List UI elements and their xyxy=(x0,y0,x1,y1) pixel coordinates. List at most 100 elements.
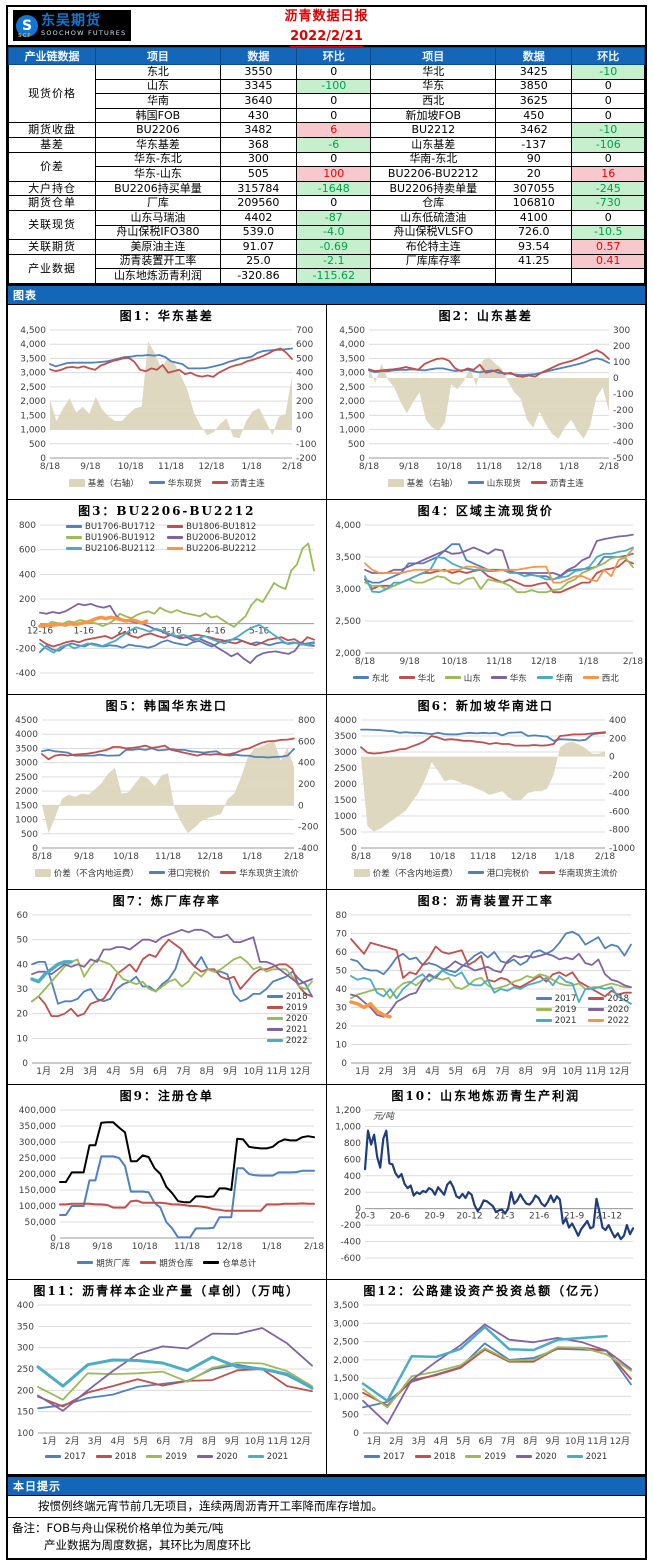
table-row: 期货收盘 BU2206 3482 6 BU2212 3462 -10 xyxy=(7,122,645,138)
table-row: 华南 3640 0 西北 3625 0 xyxy=(9,93,645,109)
item-cell: 美原油主连 xyxy=(95,239,221,255)
item-cell: 布伦特主连 xyxy=(370,239,497,255)
legend-swatch xyxy=(77,1261,94,1265)
svg-text:100,000: 100,000 xyxy=(19,1202,56,1212)
svg-text:12/18: 12/18 xyxy=(510,852,536,862)
legend-label: 2019 xyxy=(484,1451,507,1462)
svg-text:1,000: 1,000 xyxy=(339,425,365,435)
svg-text:4月: 4月 xyxy=(425,1066,440,1077)
chart-plot: -600 -400 -200 0 200 400 600 800 1,000 1,200 20-3 2… xyxy=(335,1106,634,1264)
table-row: 华东-山东 505 100 BU2206-BU2212 20 16 xyxy=(9,166,645,182)
legend-label: BU1806-BU1812 xyxy=(186,521,257,532)
value-cell: 3850 xyxy=(495,78,573,95)
svg-text:2/18: 2/18 xyxy=(282,462,302,472)
item-cell: 仓库 xyxy=(370,195,497,211)
value-cell: 3625 xyxy=(495,93,573,109)
value-cell: 726.0 xyxy=(495,224,573,241)
svg-text:600: 600 xyxy=(343,1155,360,1165)
chart-figure-5: 图5：韩国华东进口 0 500 1000 1500 2000 2500 3000 3500 400… xyxy=(8,694,327,890)
item-cell: 山东基差 xyxy=(370,136,497,153)
legend-item: 2020 xyxy=(516,1452,557,1462)
chart-figure-2: 图2：山东基差 0 500 1,000 1,500 2,000 2,500 3,000 3,50… xyxy=(326,305,645,500)
svg-text:12月: 12月 xyxy=(290,1436,310,1447)
legend-label: 华东现货 xyxy=(167,478,202,489)
legend-swatch xyxy=(266,1006,283,1010)
legend-item: 仓单总计 xyxy=(203,1257,256,1269)
legend-item: 2022 xyxy=(266,1036,308,1046)
legend-label: BU2006-BU2012 xyxy=(186,532,257,543)
svg-text:9/18: 9/18 xyxy=(80,462,100,472)
item-cell: 华东基差 xyxy=(95,136,221,153)
charts-section-bar: 图表 xyxy=(8,283,645,305)
svg-text:4,000: 4,000 xyxy=(335,521,361,531)
chart-title: 图5：韩国华东进口 xyxy=(105,698,228,713)
col-header-value-right: 数据 xyxy=(495,47,573,65)
svg-text:2,500: 2,500 xyxy=(335,617,361,627)
legend-label: 2018 xyxy=(433,1451,456,1462)
change-cell: 0 xyxy=(571,78,645,95)
item-cell: 山东 xyxy=(95,78,221,95)
legend-swatch xyxy=(266,1039,283,1043)
legend-swatch xyxy=(66,547,82,551)
svg-text:0: 0 xyxy=(341,1059,347,1069)
legend-label: 2017 xyxy=(554,993,577,1004)
svg-text:11/18: 11/18 xyxy=(486,657,512,667)
legend-label: BU1906-BU1912 xyxy=(85,532,156,543)
svg-text:-800: -800 xyxy=(609,826,630,836)
value-cell: 209560 xyxy=(219,195,298,211)
svg-text:3-16: 3-16 xyxy=(161,627,182,637)
chart-legend: 期货厂库 期货仓库 仓单总计 xyxy=(8,1257,326,1269)
charts-grid: 图1：华东基差 0 500 1,000 1,500 2,000 2,500 3,000 3,50… xyxy=(8,304,645,1475)
svg-text:10月: 10月 xyxy=(243,1066,263,1077)
svg-text:400: 400 xyxy=(343,1172,360,1182)
legend-swatch xyxy=(465,1455,482,1459)
svg-text:-1000: -1000 xyxy=(609,844,635,854)
legend-swatch xyxy=(203,1261,220,1265)
change-cell: 0 xyxy=(296,93,372,109)
svg-text:3,000: 3,000 xyxy=(20,369,46,379)
svg-text:50,000: 50,000 xyxy=(25,1218,57,1228)
item-cell: 山东马瑞油 xyxy=(95,209,221,226)
svg-text:8月: 8月 xyxy=(523,1436,538,1447)
legend-label: 期货仓库 xyxy=(159,1258,194,1269)
col-header-item-right: 项目 xyxy=(370,47,497,65)
svg-text:7月: 7月 xyxy=(500,1436,515,1447)
svg-text:1,000: 1,000 xyxy=(20,425,46,435)
chart-title: 图2：山东基差 xyxy=(438,308,533,323)
svg-text:12/18: 12/18 xyxy=(216,1242,242,1252)
row-group-label: 价差 xyxy=(7,151,97,182)
value-cell: 307055 xyxy=(495,180,573,197)
item-cell: BU2206-BU2212 xyxy=(370,166,497,182)
change-cell: 0.41 xyxy=(571,253,645,270)
svg-text:4000: 4000 xyxy=(334,716,357,726)
chart-title: 图12：公路建设资产投资总额（亿元） xyxy=(363,1283,609,1298)
svg-text:3月: 3月 xyxy=(83,1066,98,1077)
svg-text:100: 100 xyxy=(296,411,313,421)
legend-swatch xyxy=(140,1261,157,1265)
svg-text:1/18: 1/18 xyxy=(554,852,574,862)
item-cell: 西北 xyxy=(370,93,497,109)
row-group-label: 基差 xyxy=(7,136,97,153)
change-cell: -10 xyxy=(571,122,645,138)
legend-label: 东北 xyxy=(371,673,389,684)
item-cell: 山东地炼沥青利润 xyxy=(95,268,221,284)
svg-text:-400: -400 xyxy=(298,844,319,854)
svg-text:50: 50 xyxy=(335,966,347,976)
svg-text:3月: 3月 xyxy=(411,1436,426,1447)
legend-swatch xyxy=(34,868,51,877)
svg-text:1000: 1000 xyxy=(15,815,38,825)
chart-figure-6: 图6：新加坡华南进口 0 500 1000 1500 2000 2500 3000 3500 40… xyxy=(326,695,645,890)
logo-scf-mark: SCF xyxy=(18,33,32,39)
legend-item: 2017 xyxy=(535,993,577,1004)
legend-item: 2017 xyxy=(364,1452,405,1462)
legend-swatch xyxy=(387,478,404,487)
chart-legend: 基差（右轴） 华东现货 沥青主连 xyxy=(8,477,326,489)
svg-text:2500: 2500 xyxy=(334,764,357,774)
svg-text:350,000: 350,000 xyxy=(19,1122,56,1132)
legend-swatch xyxy=(220,871,237,875)
svg-text:10月: 10月 xyxy=(245,1436,265,1447)
table-row: 韩国FOB 430 0 新加坡FOB 450 0 xyxy=(9,107,645,124)
legend-item: 东北 xyxy=(352,672,389,684)
svg-text:1/18: 1/18 xyxy=(242,852,262,862)
value-cell: 450 xyxy=(495,107,573,124)
